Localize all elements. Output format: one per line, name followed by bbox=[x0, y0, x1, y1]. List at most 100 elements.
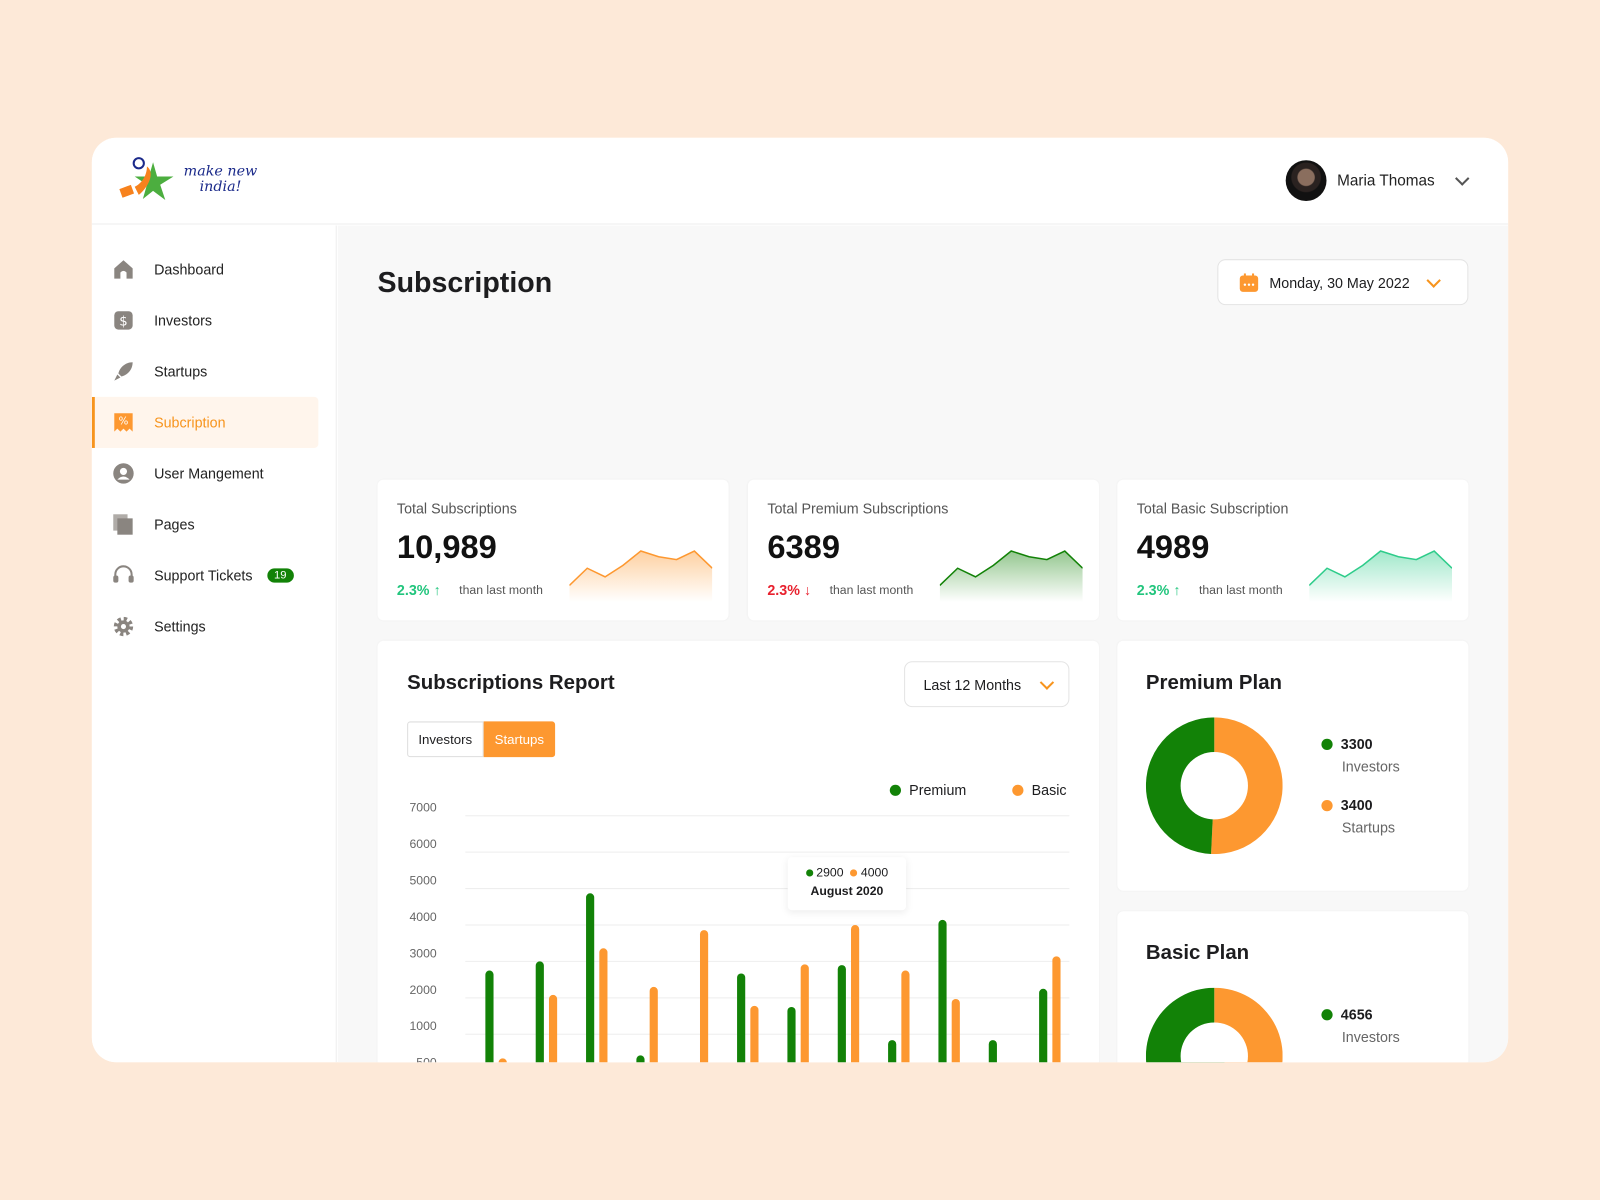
chevron-down-icon bbox=[1425, 272, 1441, 288]
bar-premium[interactable] bbox=[1039, 988, 1048, 1063]
subscriptions-report-card: Subscriptions Report Last 12 Months Inve… bbox=[377, 640, 1099, 1063]
y-tick-label: 7000 bbox=[410, 801, 437, 815]
stat-card: Total Basic Subscription 4989 2.3% ↑ tha… bbox=[1117, 479, 1469, 621]
chevron-down-icon bbox=[1455, 171, 1470, 186]
tab-investors[interactable]: Investors bbox=[407, 721, 484, 758]
y-tick-label: 3000 bbox=[410, 946, 437, 960]
discount-ticket-icon: % bbox=[112, 411, 134, 433]
y-tick-label: 1000 bbox=[410, 1019, 437, 1033]
sidebar-item-label: Startups bbox=[154, 363, 208, 380]
tooltip-premium: 2900 bbox=[816, 865, 844, 880]
tooltip-label: August 2020 bbox=[810, 883, 884, 898]
bar-basic[interactable] bbox=[498, 1058, 507, 1063]
legend-label: Premium bbox=[909, 781, 967, 798]
donut-chart bbox=[1145, 717, 1283, 855]
stat-value: 4989 bbox=[1136, 528, 1210, 566]
sidebar-item-subscription[interactable]: % Subcription bbox=[91, 396, 319, 448]
plan-label: Startups bbox=[1341, 819, 1396, 836]
tooltip-dot bbox=[850, 869, 858, 877]
y-tick-label: 2000 bbox=[410, 983, 437, 997]
arrow-down-icon: ↓ bbox=[803, 581, 812, 598]
bar-premium[interactable] bbox=[837, 965, 846, 1063]
tab-startups[interactable]: Startups bbox=[483, 721, 556, 758]
sidebar: Dashboard $ Investors Startups % Subcrip… bbox=[91, 225, 337, 1063]
legend-dot bbox=[1321, 799, 1333, 811]
sidebar-item-support-tickets[interactable]: Support Tickets 19 bbox=[92, 550, 319, 601]
stat-card: Total Premium Subscriptions 6389 2.3% ↓ … bbox=[747, 479, 1099, 621]
date-picker[interactable]: Monday, 30 May 2022 bbox=[1217, 259, 1469, 306]
bar-basic[interactable] bbox=[750, 1005, 759, 1063]
legend-basic: Basic bbox=[1012, 782, 1067, 798]
stat-value: 6389 bbox=[767, 528, 840, 566]
sidebar-item-label: Support Tickets bbox=[154, 567, 253, 584]
gear-icon bbox=[112, 615, 134, 637]
stat-value: 10,989 bbox=[396, 528, 497, 566]
dollar-icon: $ bbox=[112, 309, 134, 331]
bar-basic[interactable] bbox=[951, 998, 960, 1063]
user-name: Maria Thomas bbox=[1337, 171, 1435, 190]
plan-label: Investors bbox=[1341, 758, 1400, 775]
sidebar-item-dashboard[interactable]: Dashboard bbox=[92, 244, 319, 295]
sidebar-item-user-management[interactable]: User Mangement bbox=[92, 448, 319, 499]
donut-hole bbox=[1180, 752, 1248, 820]
bar-premium[interactable] bbox=[535, 961, 544, 1063]
plan-card: Premium Plan 3300 Investors 3400 Startups bbox=[1117, 640, 1469, 891]
sparkline bbox=[1309, 550, 1453, 603]
bar-premium[interactable] bbox=[586, 893, 595, 1063]
bar-basic[interactable] bbox=[548, 994, 558, 1063]
sidebar-item-settings[interactable]: Settings bbox=[92, 601, 319, 652]
logo-text: make new india! bbox=[184, 164, 258, 195]
report-tabs: Investors Startups bbox=[407, 721, 556, 758]
bar-premium[interactable] bbox=[737, 973, 746, 1063]
sidebar-item-investors[interactable]: $ Investors bbox=[92, 295, 319, 346]
bar-basic[interactable] bbox=[901, 970, 910, 1063]
y-tick-label: 500 bbox=[416, 1056, 437, 1063]
bar-basic[interactable] bbox=[851, 924, 860, 1063]
bar-premium[interactable] bbox=[938, 919, 947, 1063]
top-header: make new india! Maria Thomas bbox=[91, 137, 1509, 225]
stat-label: Total Subscriptions bbox=[396, 499, 517, 517]
chart-tooltip: 2900 4000 August 2020 bbox=[787, 857, 907, 911]
support-count-badge: 19 bbox=[266, 568, 294, 583]
y-tick-label: 4000 bbox=[410, 910, 437, 924]
legend-dot bbox=[1012, 784, 1024, 796]
arrow-up-icon: ↑ bbox=[1173, 581, 1181, 598]
sidebar-item-pages[interactable]: Pages bbox=[92, 499, 319, 550]
donut-hole bbox=[1180, 1022, 1248, 1063]
stat-than: than last month bbox=[1198, 582, 1283, 597]
bar-premium[interactable] bbox=[485, 970, 494, 1063]
bar-premium[interactable] bbox=[636, 1055, 645, 1063]
sidebar-item-startups[interactable]: Startups bbox=[92, 346, 319, 397]
sidebar-item-label: Subcription bbox=[154, 414, 226, 431]
app-window: make new india! Maria Thomas Dashboard $ … bbox=[91, 137, 1509, 1063]
page-title: Subscription bbox=[377, 266, 553, 298]
bar-basic[interactable] bbox=[699, 930, 709, 1063]
legend-dot bbox=[1321, 1008, 1333, 1020]
range-dropdown[interactable]: Last 12 Months bbox=[904, 661, 1070, 708]
stat-change: 2.3% ↑ bbox=[397, 582, 441, 598]
plan-value: 4656 bbox=[1340, 1006, 1373, 1023]
bar-premium[interactable] bbox=[988, 1040, 997, 1063]
user-menu[interactable]: Maria Thomas bbox=[1286, 160, 1470, 202]
sparkline-area bbox=[939, 551, 1083, 603]
plan-value: 3300 bbox=[1340, 735, 1373, 753]
home-icon bbox=[112, 258, 134, 280]
stat-change-value: 2.3% bbox=[767, 581, 800, 598]
legend-premium: Premium bbox=[889, 781, 967, 798]
plan-value: 3400 bbox=[1340, 796, 1373, 814]
plan-title: Basic Plan bbox=[1145, 941, 1250, 965]
brand-logo[interactable]: make new india! bbox=[116, 156, 269, 207]
bar-basic[interactable] bbox=[1052, 956, 1061, 1063]
sparkline bbox=[939, 550, 1083, 603]
bar-premium[interactable] bbox=[888, 1040, 897, 1063]
rocket-icon bbox=[112, 360, 134, 382]
bar-basic[interactable] bbox=[649, 986, 658, 1063]
bar-premium[interactable] bbox=[787, 1006, 796, 1063]
avatar bbox=[1286, 160, 1327, 202]
bar-basic[interactable] bbox=[599, 948, 608, 1063]
report-title: Subscriptions Report bbox=[407, 671, 615, 694]
bar-basic[interactable] bbox=[800, 964, 809, 1063]
main-content: Subscription Monday, 30 May 2022 Total S… bbox=[337, 225, 1509, 1063]
donut-slice-investors[interactable] bbox=[1145, 717, 1215, 854]
stat-change-value: 2.3% bbox=[396, 581, 430, 598]
